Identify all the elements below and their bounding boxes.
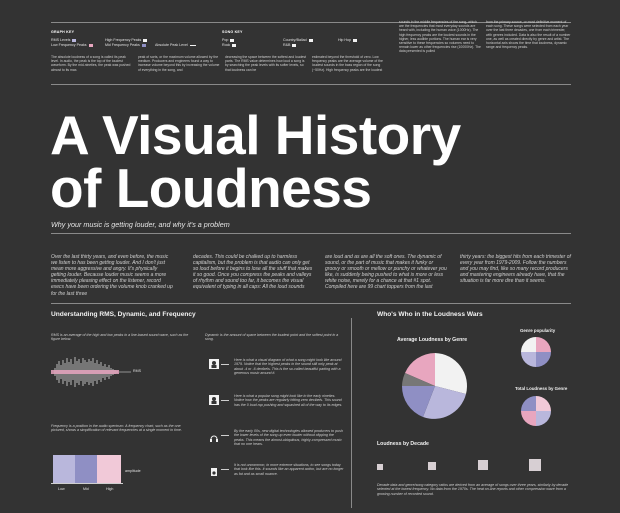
main-title: A Visual History of Loudness	[50, 104, 590, 219]
song-key-country: Country/Ballad	[283, 38, 313, 42]
low-swatch	[88, 43, 93, 47]
rnb-swatch	[292, 43, 297, 47]
rms-label: RMS	[133, 369, 141, 373]
dynamic-item-4: It is not uncommon, in more extreme situ…	[234, 463, 344, 476]
right-section-title: Who's Who in the Loudness Wars	[377, 311, 483, 318]
freq-bar-low	[53, 455, 75, 483]
person-icon	[211, 397, 217, 404]
freq-label-high: High	[106, 487, 114, 491]
dynamic-item-2: Here is what a popular song might look l…	[234, 394, 343, 407]
decade-square-1	[377, 464, 383, 470]
intro-col-2: decades. This could be chalked up to har…	[193, 254, 313, 291]
frequency-chart	[51, 455, 131, 485]
decade-square-4	[529, 459, 541, 471]
average-loudness-pie	[401, 353, 467, 419]
key-paragraph-1: The absolute loudness of a song is calle…	[51, 55, 131, 72]
total-loudness-title: Total Loudness by Genre	[515, 386, 568, 391]
freq-baseline	[51, 483, 123, 484]
pie-slice-purple	[401, 386, 435, 417]
top-rule	[51, 22, 571, 23]
song-key-rock: Rock	[222, 43, 237, 47]
pop-swatch	[230, 38, 235, 42]
country-swatch	[308, 38, 313, 42]
dynamic-item-3: By the early 00s, new digital technologi…	[234, 429, 343, 447]
freq-caption: amplitude	[125, 469, 141, 473]
speaker-icon	[209, 464, 219, 476]
person-icon	[211, 361, 217, 368]
freq-bar-mid	[75, 455, 97, 483]
rms-waveform	[51, 357, 131, 387]
dynamic-item-1: Here is what a visual diagram of what a …	[234, 358, 342, 376]
dynamic-text: Dynamic is the amount of space between t…	[205, 333, 339, 342]
key-bottom-rule	[51, 84, 571, 85]
decade-square-3	[478, 460, 488, 470]
rock-swatch	[232, 43, 237, 47]
intro-col-4: thirty years: the biggest hits from each…	[460, 254, 571, 285]
title-line-1: A Visual History	[50, 104, 461, 166]
rms-text: RMS is an average of the high and low pe…	[51, 333, 189, 342]
title-line-2: of Loudness	[50, 157, 372, 219]
section-divider	[351, 318, 352, 508]
total-loudness-pie	[521, 396, 551, 426]
subtitle-rule	[51, 233, 571, 234]
key-paragraph-6: from the primary source, or most definit…	[486, 20, 571, 50]
song-icon-1990s	[209, 395, 219, 405]
abs-swatch	[189, 44, 196, 46]
song-key-rnb: R&B	[283, 43, 297, 47]
mid-swatch	[141, 43, 146, 47]
pie-slice-lavender	[423, 386, 466, 419]
dynamic-arrow-2	[221, 400, 229, 401]
graph-key-high: High Frequency Peaks	[105, 38, 148, 42]
graph-key-title: GRAPH KEY	[51, 30, 75, 34]
key-paragraph-2: peak of sorts, or the maximum volume all…	[138, 55, 220, 72]
genre-chart-title: Average Loudness by Genre	[397, 337, 468, 343]
rms-band	[51, 370, 119, 374]
rms-swatch	[72, 38, 77, 42]
freq-label-low: Low	[58, 487, 65, 491]
song-icon-1979	[209, 359, 219, 369]
pie-slice-pink	[405, 353, 435, 386]
intro-col-1: Over the last thirty years, and even bef…	[51, 254, 173, 297]
graph-key-low: Low Frequency Peaks	[51, 43, 93, 47]
graph-key-mid: Mid Frequency Peaks	[105, 43, 146, 47]
song-key-pop: Pop	[222, 38, 235, 42]
decade-title: Loudness by Decade	[377, 441, 429, 447]
popularity-title: Genre popularity	[520, 328, 556, 333]
pie-slice-white	[435, 353, 467, 394]
left-section-title: Understanding RMS, Dynamic, and Frequenc…	[51, 311, 196, 318]
song-key-hiphop: Hip Hop	[338, 38, 357, 42]
decade-square-2	[428, 462, 436, 470]
freq-bar-high	[97, 455, 121, 483]
graph-key-abs: Absolute Peak Level	[155, 43, 196, 47]
dynamic-arrow-4	[221, 469, 229, 470]
pie-slice-grey	[402, 373, 435, 386]
song-key: SONG KEY	[222, 30, 243, 34]
frequency-text: Frequency is a position in the audio spe…	[51, 424, 182, 433]
key-paragraph-5: sounds in the middle frequencies of the …	[399, 20, 481, 54]
freq-label-mid: Mid	[83, 487, 89, 491]
key-paragraph-3: decreasing the space between the softest…	[225, 55, 307, 72]
graph-key-rms: RMS Levels	[51, 38, 77, 42]
dynamic-arrow-3	[221, 435, 229, 436]
intro-rule	[51, 303, 571, 304]
intro-col-3: are loud and as are all the soft ones. T…	[325, 254, 447, 291]
hiphop-swatch	[352, 38, 357, 42]
graph-key: GRAPH KEY	[51, 30, 201, 34]
high-swatch	[143, 38, 148, 42]
subtitle: Why your music is getting louder, and wh…	[51, 220, 230, 229]
key-paragraph-4: estimated beyond the threshold of zero. …	[312, 55, 383, 72]
decade-text: Decade data and genre/song category rati…	[377, 483, 569, 496]
headphones-icon	[209, 430, 219, 442]
song-key-title: SONG KEY	[222, 30, 243, 34]
genre-popularity-pie	[521, 337, 551, 367]
dynamic-arrow-1	[221, 364, 229, 365]
